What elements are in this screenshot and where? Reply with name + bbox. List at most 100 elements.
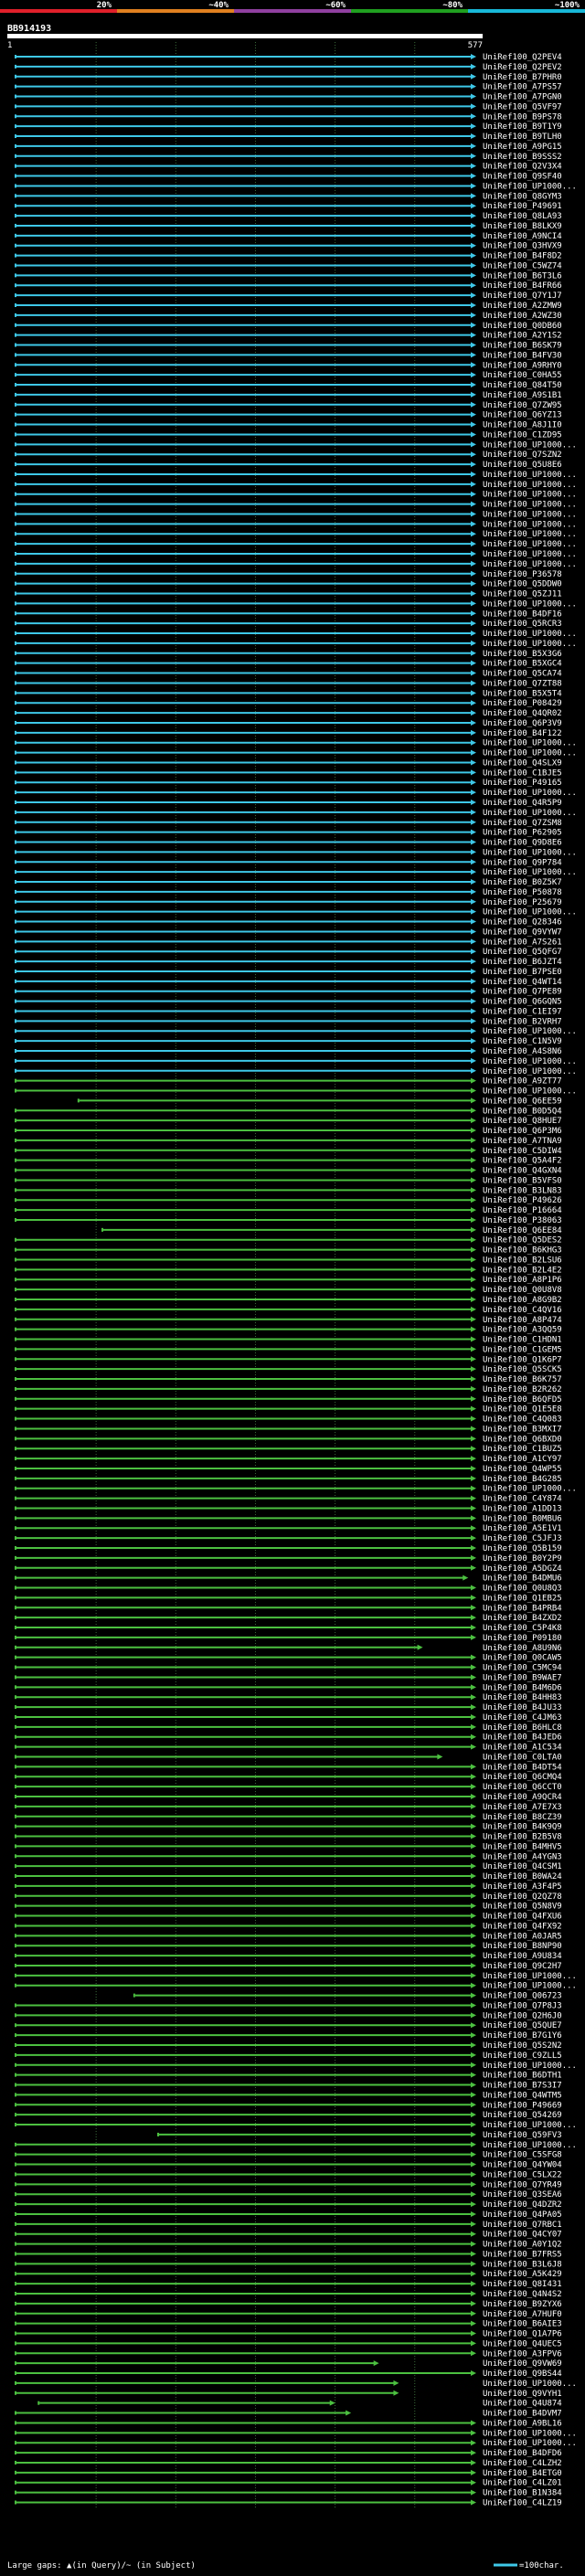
hit-row: UniRef100_A5K429 bbox=[15, 2270, 562, 2279]
hit-arrow bbox=[471, 1674, 476, 1680]
hit-label: UniRef100_B9PS78 bbox=[483, 112, 562, 122]
hit-start-tick bbox=[15, 820, 16, 824]
hit-label: UniRef100_UP1000... bbox=[483, 491, 577, 500]
hit-label: UniRef100_UP1000... bbox=[483, 2380, 577, 2389]
hit-label: UniRef100_B7FRS5 bbox=[483, 2250, 562, 2259]
hit-row: UniRef100_Q7RBC1 bbox=[15, 2221, 562, 2230]
hit-start-tick bbox=[15, 124, 16, 129]
hit-label: UniRef100_C4LZ19 bbox=[483, 2498, 562, 2507]
hit-label: UniRef100_B6K757 bbox=[483, 1375, 562, 1384]
hit-label: UniRef100_B5X3G6 bbox=[483, 650, 562, 659]
hit-row: UniRef100_Q5S2N2 bbox=[15, 2041, 562, 2051]
hit-label: UniRef100_Q7ZSM8 bbox=[483, 819, 562, 828]
hit-row: UniRef100_UP1000... bbox=[15, 1067, 577, 1076]
hit-row: UniRef100_Q4PA05 bbox=[15, 2210, 562, 2220]
hit-label: UniRef100_Q4WP55 bbox=[483, 1465, 562, 1474]
hit-label: UniRef100_B5XGC4 bbox=[483, 660, 562, 669]
hit-label: UniRef100_B0Y2P9 bbox=[483, 1554, 562, 1564]
hit-arrow bbox=[471, 570, 476, 577]
hit-row: UniRef100_P36578 bbox=[15, 570, 562, 579]
hit-start-tick bbox=[15, 2431, 16, 2435]
hit-start-tick bbox=[15, 1396, 16, 1401]
hit-label: UniRef100_A9BL16 bbox=[483, 2419, 562, 2428]
hit-label: UniRef100_P38063 bbox=[483, 1216, 562, 1225]
hit-label: UniRef100_C1BUZ5 bbox=[483, 1445, 562, 1454]
hit-arrow bbox=[471, 2459, 476, 2465]
hit-row: UniRef100_B3L6J8 bbox=[15, 2260, 562, 2269]
hit-row: UniRef100_UP1000... bbox=[15, 599, 577, 609]
hit-start-tick bbox=[15, 2321, 16, 2326]
hit-label: UniRef100_A0Y1Q2 bbox=[483, 2241, 562, 2250]
hit-arrow bbox=[471, 2141, 476, 2147]
hit-row: UniRef100_Q0CAW5 bbox=[15, 1654, 562, 1663]
hit-row: UniRef100_A8U9N6 bbox=[15, 1644, 562, 1653]
hit-start-tick bbox=[15, 243, 16, 248]
hit-start-tick bbox=[15, 601, 16, 606]
hit-row: UniRef100_B6QFD5 bbox=[15, 1395, 562, 1405]
hit-row: UniRef100_C5WZ74 bbox=[15, 261, 562, 270]
hit-label: UniRef100_A9PG15 bbox=[483, 143, 562, 152]
scale-label: ~80% bbox=[442, 1, 463, 10]
hit-label: UniRef100_Q4CSM1 bbox=[483, 1862, 562, 1871]
hit-row: UniRef100_Q2PEV4 bbox=[15, 53, 562, 62]
hit-row: UniRef100_P49669 bbox=[15, 2101, 562, 2110]
hit-label: UniRef100_C5P4K8 bbox=[483, 1624, 562, 1633]
hit-label: UniRef100_A8G9B2 bbox=[483, 1296, 562, 1305]
hit-arrow bbox=[471, 292, 476, 299]
hit-arrow bbox=[471, 1733, 476, 1740]
hit-arrow bbox=[471, 988, 476, 994]
hit-row: UniRef100_UP1000... bbox=[15, 182, 577, 191]
hit-label: UniRef100_Q2H6J0 bbox=[483, 2011, 562, 2020]
hit-row: UniRef100_A9S1B1 bbox=[15, 391, 562, 400]
hit-label: UniRef100_Q6GQN5 bbox=[483, 998, 562, 1007]
hit-label: UniRef100_B0MBU6 bbox=[483, 1514, 562, 1523]
hit-label: UniRef100_B6SK79 bbox=[483, 342, 562, 351]
hit-row: UniRef100_A9QCR4 bbox=[15, 1793, 562, 1802]
hit-row: UniRef100_A1CY97 bbox=[15, 1455, 562, 1464]
hit-row: UniRef100_A9ZT77 bbox=[15, 1077, 562, 1087]
hit-row: UniRef100_Q7P8J3 bbox=[15, 2001, 562, 2010]
hit-start-tick bbox=[15, 1785, 16, 1789]
hit-label: UniRef100_A7HUF0 bbox=[483, 2310, 562, 2319]
hit-start-tick bbox=[15, 1118, 16, 1123]
hit-arrow bbox=[471, 918, 476, 925]
hit-row: UniRef100_Q4FX92 bbox=[15, 1922, 562, 1931]
hit-start-tick bbox=[15, 522, 16, 526]
hit-label: UniRef100_UP1000... bbox=[483, 560, 577, 569]
hit-row: UniRef100_C5JFJ3 bbox=[15, 1534, 562, 1543]
hit-label: UniRef100_Q9VW69 bbox=[483, 2359, 562, 2369]
hit-arrow bbox=[471, 481, 476, 487]
hit-label: UniRef100_B1N384 bbox=[483, 2489, 562, 2498]
hit-label: UniRef100_C1EI97 bbox=[483, 1007, 562, 1016]
hit-start-tick bbox=[15, 909, 16, 914]
hit-start-tick bbox=[15, 1029, 16, 1034]
hit-label: UniRef100_Q7P8J3 bbox=[483, 2001, 562, 2010]
hit-arrow bbox=[471, 610, 476, 617]
hit-arrow bbox=[471, 1713, 476, 1720]
hit-label: UniRef100_P50878 bbox=[483, 888, 562, 897]
hit-arrow bbox=[471, 1774, 476, 1780]
hit-start-tick bbox=[15, 1795, 16, 1798]
hit-start-tick bbox=[15, 969, 16, 973]
hit-start-tick bbox=[37, 2401, 40, 2405]
hit-arrow bbox=[471, 1316, 476, 1322]
hit-row: UniRef100_P49165 bbox=[15, 779, 562, 788]
hit-label: UniRef100_A2ZMW9 bbox=[483, 302, 562, 311]
hit-label: UniRef100_Q4U874 bbox=[483, 2400, 562, 2409]
hit-arrow bbox=[471, 839, 476, 845]
hit-start-tick bbox=[15, 2142, 16, 2147]
scale-segment bbox=[117, 9, 235, 13]
hit-label: UniRef100_UP1000... bbox=[483, 1067, 577, 1076]
hit-row: UniRef100_UP1000... bbox=[15, 1057, 577, 1066]
hit-start-tick bbox=[15, 1526, 16, 1531]
hit-row: UniRef100_P38063 bbox=[15, 1216, 562, 1225]
hit-label: UniRef100_B4JU33 bbox=[483, 1703, 562, 1712]
hit-arrow bbox=[471, 451, 476, 458]
hit-start-tick bbox=[15, 1973, 16, 1977]
scale-label: 20% bbox=[97, 1, 112, 10]
hit-arrow bbox=[471, 401, 476, 408]
hit-start-tick bbox=[15, 2123, 16, 2127]
hit-label: UniRef100_A7PS57 bbox=[483, 83, 562, 92]
hit-arrow bbox=[471, 2181, 476, 2188]
